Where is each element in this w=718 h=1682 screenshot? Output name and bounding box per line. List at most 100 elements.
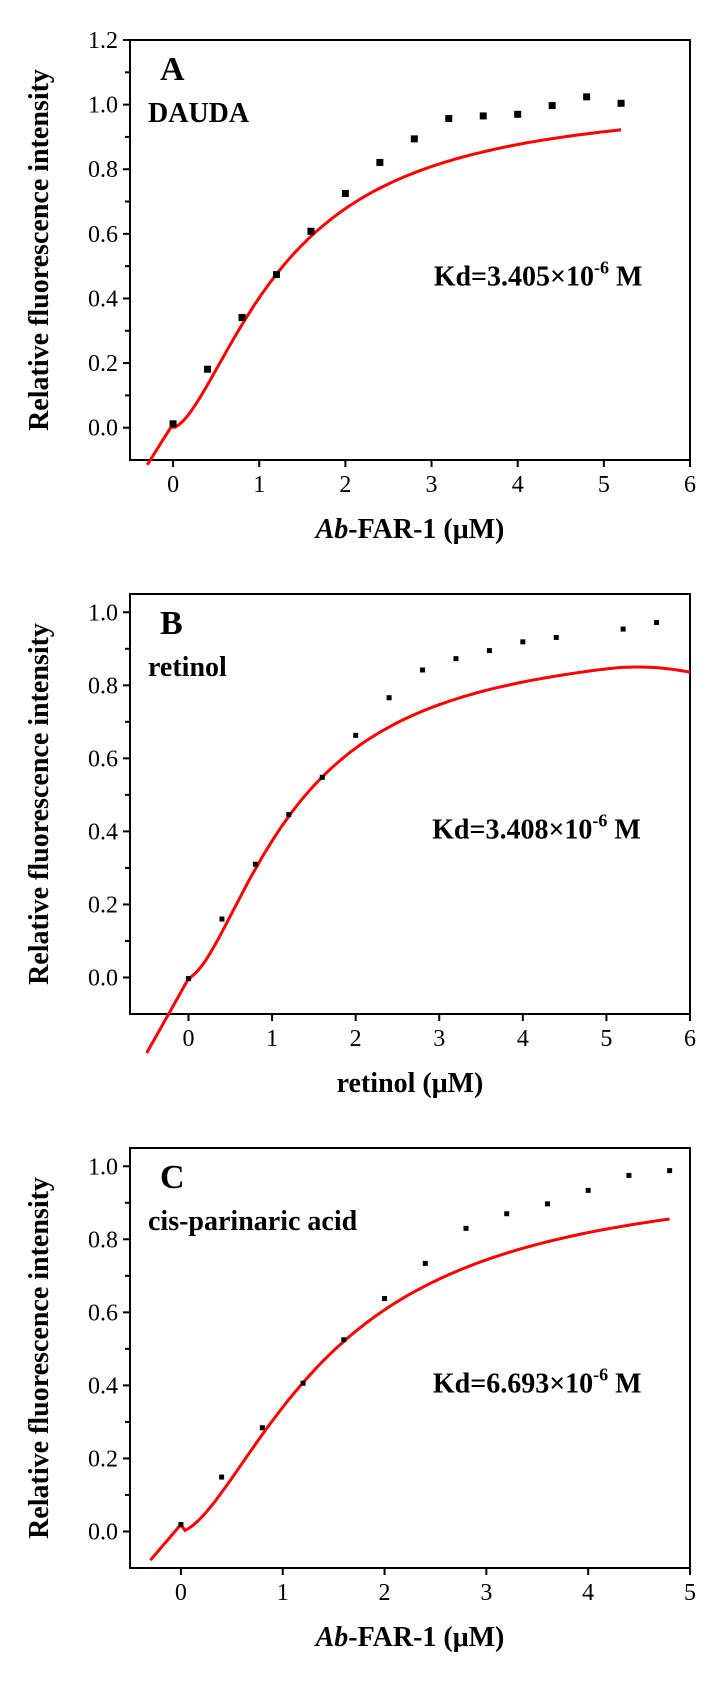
data-marker [239, 314, 246, 321]
data-marker [219, 917, 224, 922]
y-tick-label: 0.8 [88, 673, 118, 699]
y-tick-label: 1.2 [88, 28, 118, 54]
data-marker [545, 1201, 550, 1206]
y-tick-label: 0.0 [88, 416, 118, 442]
data-marker [420, 667, 425, 672]
data-marker [342, 190, 349, 197]
data-marker [586, 1188, 591, 1193]
fit-curve [147, 130, 621, 465]
x-tick-label: 2 [379, 1580, 391, 1606]
data-marker [480, 112, 487, 119]
data-marker [341, 1337, 346, 1342]
data-marker [301, 1381, 306, 1386]
data-marker [626, 1173, 631, 1178]
y-axis-title: Relative fluorescence intensity [24, 69, 55, 431]
y-tick-label: 0.4 [88, 819, 118, 845]
series-label: cis-parinaric acid [148, 1206, 358, 1237]
data-marker [376, 159, 383, 166]
panel-a: 01234560.00.20.40.60.81.01.2ADAUDAKd=3.4… [0, 10, 718, 564]
data-marker [186, 976, 191, 981]
panel-c-svg: 0123450.00.20.40.60.81.0Ccis-parinaric a… [0, 1118, 718, 1672]
x-tick-label: 3 [426, 472, 438, 498]
y-tick-label: 0.6 [88, 222, 118, 248]
y-tick-label: 0.8 [88, 1227, 118, 1253]
x-axis-title: retinol (μM) [337, 1068, 484, 1099]
y-tick-label: 0.6 [88, 746, 118, 772]
data-marker [583, 93, 590, 100]
panel-b-svg: 01234560.00.20.40.60.81.0BretinolKd=3.40… [0, 564, 718, 1118]
x-tick-label: 5 [598, 472, 610, 498]
series-label: retinol [148, 652, 227, 683]
data-marker [353, 733, 358, 738]
data-marker [260, 1425, 265, 1430]
panel-b: 01234560.00.20.40.60.81.0BretinolKd=3.40… [0, 564, 718, 1118]
data-marker [554, 635, 559, 640]
y-tick-label: 0.0 [88, 965, 118, 991]
data-marker [445, 115, 452, 122]
y-tick-label: 1.0 [88, 93, 118, 119]
fit-curve [147, 667, 690, 1053]
data-marker [320, 775, 325, 780]
panel-letter: A [160, 51, 185, 88]
x-tick-label: 3 [480, 1580, 492, 1606]
panel-c: 0123450.00.20.40.60.81.0Ccis-parinaric a… [0, 1118, 718, 1672]
data-marker [667, 1168, 672, 1173]
y-axis-title: Relative fluorescence intensity [24, 1177, 55, 1539]
x-tick-label: 1 [253, 472, 265, 498]
x-tick-label: 2 [350, 1026, 362, 1052]
kd-annotation: Kd=3.408×10-6 M [432, 811, 641, 846]
x-axis-title: Ab-FAR-1 (μM) [314, 1622, 505, 1653]
data-marker [219, 1475, 224, 1480]
x-tick-label: 0 [167, 472, 179, 498]
y-tick-label: 0.2 [88, 1446, 118, 1472]
y-tick-label: 1.0 [88, 1154, 118, 1180]
data-marker [253, 862, 258, 867]
data-marker [178, 1522, 183, 1527]
x-axis-title: Ab-FAR-1 (μM) [314, 514, 505, 545]
data-marker [273, 271, 280, 278]
x-tick-label: 1 [266, 1026, 278, 1052]
x-tick-label: 4 [517, 1026, 529, 1052]
data-marker [654, 620, 659, 625]
data-marker [549, 102, 556, 109]
data-marker [621, 627, 626, 632]
y-tick-label: 0.2 [88, 351, 118, 377]
x-tick-label: 5 [684, 1580, 696, 1606]
y-tick-label: 0.4 [88, 1373, 118, 1399]
data-marker [514, 111, 521, 118]
data-marker [286, 812, 291, 817]
x-tick-label: 0 [183, 1026, 195, 1052]
x-tick-label: 6 [684, 472, 696, 498]
y-tick-label: 0.0 [88, 1519, 118, 1545]
x-tick-label: 4 [512, 472, 524, 498]
series-label: DAUDA [148, 98, 250, 129]
x-tick-label: 3 [433, 1026, 445, 1052]
data-marker [382, 1296, 387, 1301]
x-tick-label: 5 [600, 1026, 612, 1052]
panel-letter: B [160, 605, 183, 642]
data-marker [307, 228, 314, 235]
y-tick-label: 0.6 [88, 1300, 118, 1326]
y-tick-label: 1.0 [88, 600, 118, 626]
panel-a-svg: 01234560.00.20.40.60.81.01.2ADAUDAKd=3.4… [0, 10, 718, 564]
figure-stack: 0 1 2 3 4 5 6 0.0 0.2 0.4 0.6 0.8 1.0 1.2 A DAUDA Kd=3.4… [0, 0, 718, 1682]
kd-annotation: Kd=3.405×10-6 M [434, 258, 643, 293]
data-marker [423, 1261, 428, 1266]
x-tick-label: 4 [582, 1580, 594, 1606]
data-marker [411, 135, 418, 142]
y-axis-title: Relative fluorescence intensity [24, 623, 55, 985]
data-marker [387, 695, 392, 700]
kd-annotation: Kd=6.693×10-6 M [433, 1365, 642, 1400]
x-tick-label: 1 [277, 1580, 289, 1606]
data-marker [170, 420, 177, 427]
data-marker [520, 639, 525, 644]
data-marker [618, 100, 625, 107]
x-tick-label: 0 [175, 1580, 187, 1606]
data-marker [487, 648, 492, 653]
y-tick-label: 0.2 [88, 892, 118, 918]
data-marker [453, 656, 458, 661]
data-marker [204, 366, 211, 373]
y-tick-label: 0.8 [88, 157, 118, 183]
data-marker [464, 1226, 469, 1231]
y-tick-label: 0.4 [88, 286, 118, 312]
